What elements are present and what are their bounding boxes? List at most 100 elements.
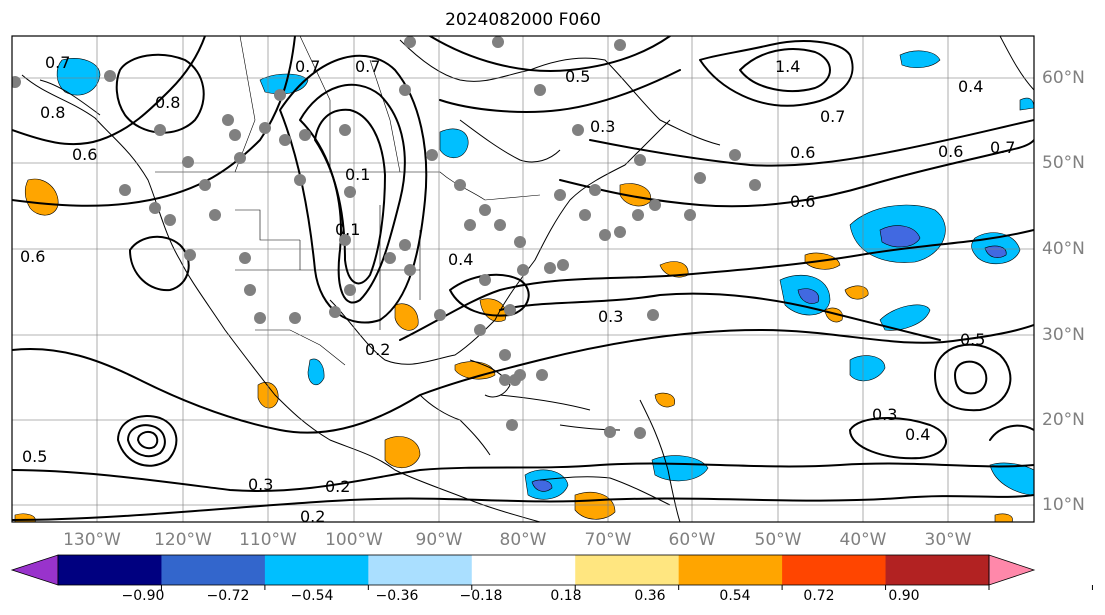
- station-dot: [164, 214, 176, 226]
- contour-label-layer: 0.7 0.8 0.8 0.6 0.6 0.7 0.7 0.5 0.3 0.6 …: [20, 53, 1015, 526]
- station-dot: [294, 174, 306, 186]
- colorbar-tick-label: −0.90: [122, 588, 165, 604]
- lat-label: 60°N: [1042, 68, 1085, 88]
- shaded-region: [879, 304, 931, 331]
- colorbar-min-arrow: [10, 554, 59, 586]
- longitude-axis: 130°W 120°W 110°W 100°W 90°W 80°W 70°W 6…: [63, 530, 972, 550]
- contour-label: 0.6: [72, 145, 97, 164]
- colorbar-segment: [782, 555, 887, 585]
- colorbar-segment: [368, 555, 473, 585]
- station-dot: [554, 189, 566, 201]
- station-dot: [339, 124, 351, 136]
- colorbar-segment: [575, 555, 680, 585]
- colorbar-tick-label: −0.72: [207, 588, 250, 604]
- station-dot: [229, 129, 241, 141]
- station-dot: [694, 172, 706, 184]
- lon-label: 50°W: [755, 530, 802, 550]
- contour-label: 0.1: [335, 220, 360, 239]
- shaded-region: [994, 513, 1013, 522]
- map-frame: [11, 35, 1035, 523]
- contour-label: 0.8: [40, 103, 65, 122]
- contour-label: 0.5: [565, 67, 590, 86]
- station-dot: [434, 309, 446, 321]
- station-dot: [506, 419, 518, 431]
- contour-label: 0.4: [905, 425, 930, 444]
- shaded-region: [844, 285, 869, 300]
- station-dot: [514, 236, 526, 248]
- station-dot: [572, 124, 584, 136]
- contour-label: 0.5: [22, 447, 47, 466]
- map-panel: 0.7 0.8 0.8 0.6 0.6 0.7 0.7 0.5 0.3 0.6 …: [11, 35, 1035, 526]
- station-dot: [454, 179, 466, 191]
- contour-label: 0.5: [960, 330, 985, 349]
- contour-label: 0.7: [295, 57, 320, 76]
- contour-label: 0.4: [448, 250, 473, 269]
- station-dot: [119, 184, 131, 196]
- lat-label: 10°N: [1042, 495, 1085, 515]
- colorbar-segment: [161, 555, 266, 585]
- station-dot: [634, 427, 646, 439]
- station-dot: [729, 149, 741, 161]
- station-dot: [339, 234, 351, 246]
- colorbar-segment: [885, 555, 990, 585]
- shaded-region: [439, 128, 469, 158]
- station-dot: [632, 209, 644, 221]
- shaded-region: [989, 462, 1034, 496]
- station-dot: [604, 426, 616, 438]
- station-dot: [182, 156, 194, 168]
- station-dot: [647, 309, 659, 321]
- station-dot: [149, 202, 161, 214]
- station-dot: [244, 284, 256, 296]
- station-dot: [634, 154, 646, 166]
- station-dot: [404, 264, 416, 276]
- station-dot: [344, 186, 356, 198]
- station-dot: [254, 312, 266, 324]
- colorbar-tick-label: −0.18: [460, 588, 503, 604]
- contour-label: 0.6: [938, 142, 963, 161]
- station-dot: [426, 149, 438, 161]
- lat-label: 50°N: [1042, 153, 1085, 173]
- station-dot: [614, 39, 626, 51]
- lon-label: 80°W: [500, 530, 547, 550]
- contour-label: 1.4: [775, 57, 800, 76]
- lat-label: 40°N: [1042, 239, 1085, 259]
- station-dot: [199, 179, 211, 191]
- colorbar-segment: [678, 555, 783, 585]
- shaded-region: [849, 355, 886, 382]
- lon-label: 110°W: [239, 530, 297, 550]
- station-dot: [404, 36, 416, 48]
- colorbar-tick-label: −0.36: [376, 588, 419, 604]
- contour-label: 0.2: [365, 340, 390, 359]
- station-dot: [479, 274, 491, 286]
- lon-label: 100°W: [325, 530, 383, 550]
- lon-label: 30°W: [925, 530, 972, 550]
- colorbar-max-arrow: [988, 554, 1036, 586]
- lat-label: 20°N: [1042, 410, 1085, 430]
- station-dot: [579, 209, 591, 221]
- lon-label: 130°W: [63, 530, 121, 550]
- station-dot: [399, 84, 411, 96]
- lon-label: 40°W: [840, 530, 887, 550]
- station-dot: [544, 262, 556, 274]
- shaded-region: [56, 58, 101, 96]
- station-dot: [344, 284, 356, 296]
- station-dot: [536, 369, 548, 381]
- shaded-region: [1019, 97, 1034, 111]
- station-dot: [504, 304, 516, 316]
- contour-label: 0.8: [155, 93, 180, 112]
- shading-layer: [14, 50, 1034, 522]
- colorbar-tick-label: 0.90: [888, 588, 919, 604]
- station-dot: [184, 249, 196, 261]
- lon-label: 70°W: [585, 530, 632, 550]
- shaded-region: [879, 225, 921, 248]
- station-dot: [499, 349, 511, 361]
- contour-label: 0.7: [355, 57, 380, 76]
- station-dot: [614, 226, 626, 238]
- station-dot: [494, 219, 506, 231]
- contour-label: 0.2: [300, 507, 325, 526]
- lon-label: 120°W: [154, 530, 212, 550]
- station-dot: [104, 70, 116, 82]
- station-dot: [534, 84, 546, 96]
- colorbar-tick-label: 0.36: [634, 588, 665, 604]
